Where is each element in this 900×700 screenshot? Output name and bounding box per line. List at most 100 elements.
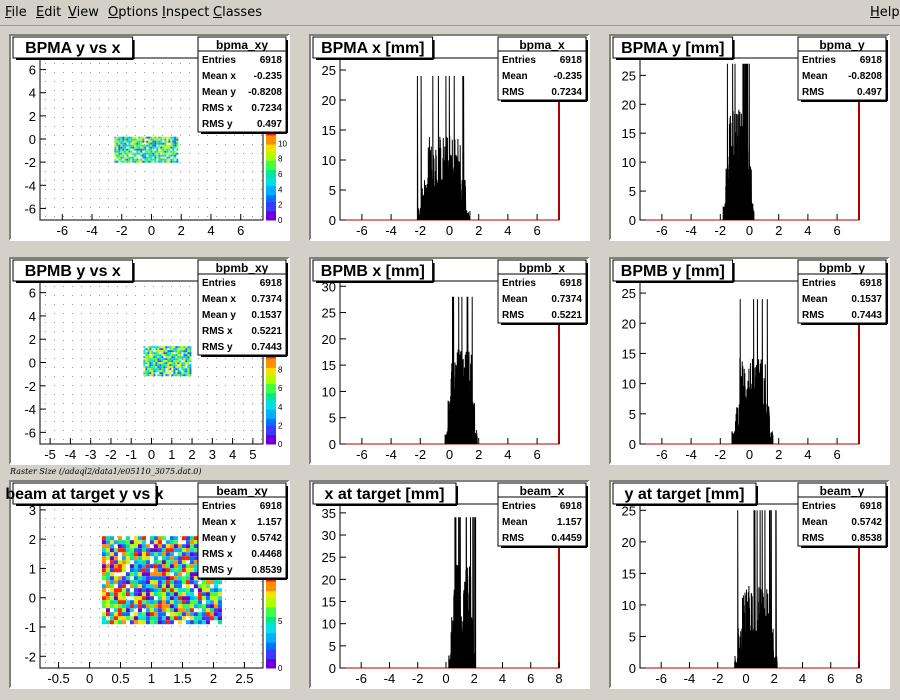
scatter-cell [161, 368, 164, 371]
scatter-cell [145, 372, 148, 375]
scatter-cell [129, 620, 134, 625]
x-tick-label: 4 [504, 223, 511, 238]
scatter-cell [109, 572, 114, 577]
scatter-cell [132, 148, 135, 151]
menu-inspect[interactable]: Inspect [162, 5, 210, 20]
scatter-cell [197, 592, 202, 597]
scatter-cell [140, 146, 143, 149]
scatter-cell [181, 612, 186, 617]
scatter-cell [213, 580, 218, 585]
scatter-cell [165, 584, 170, 589]
scatter-cell [150, 140, 153, 143]
scatter-cell [173, 370, 176, 373]
scatter-cell [105, 536, 110, 541]
scatter-cell [193, 616, 198, 621]
scatter-cell [113, 604, 118, 609]
y-tick-label: 1 [29, 561, 36, 576]
scatter-cell [132, 158, 135, 161]
scatter-cell [170, 142, 173, 145]
scatter-cell [150, 156, 153, 159]
scatter-cell [140, 154, 143, 157]
scatter-cell [157, 588, 162, 593]
scatter-cell [101, 612, 106, 617]
menu-view[interactable]: View [68, 5, 99, 20]
menu-options[interactable]: Options [108, 5, 159, 20]
scatter-cell [189, 572, 194, 577]
y-tick-label: 15 [622, 126, 636, 141]
scatter-cell [133, 600, 138, 605]
scatter-cell [185, 552, 190, 557]
scatter-cell [121, 612, 126, 617]
scatter-cell [149, 608, 154, 613]
scatter-cell [152, 150, 155, 153]
y-tick-label: -2 [24, 649, 36, 664]
stats-label: Mean y [202, 533, 236, 544]
x-tick-label: 5 [249, 447, 256, 462]
scatter-cell [157, 568, 162, 573]
scatter-cell [149, 616, 154, 621]
scatter-cell [153, 604, 158, 609]
scatter-cell [165, 576, 170, 581]
scatter-cell [118, 136, 121, 139]
scatter-cell [149, 368, 152, 371]
stats-value: 0.7234 [251, 103, 282, 114]
scatter-cell [117, 608, 122, 613]
scatter-cell [157, 346, 160, 349]
scatter-cell [136, 152, 139, 155]
scatter-cell [181, 600, 186, 605]
stats-label: Mean y [202, 87, 236, 98]
scatter-cell [116, 144, 119, 147]
scatter-cell [101, 600, 106, 605]
scatter-cell [181, 616, 186, 621]
scatter-cell [149, 360, 152, 363]
scatter-cell [153, 540, 158, 545]
y-tick-label: 15 [322, 123, 336, 138]
stats-label: RMS y [202, 119, 233, 130]
scatter-cell [125, 616, 130, 621]
scatter-cell [113, 540, 118, 545]
x-tick-label: 2 [475, 223, 482, 238]
menu-file[interactable]: File [5, 5, 27, 20]
scatter-cell [143, 346, 146, 349]
scatter-cell [126, 156, 129, 159]
scatter-cell [143, 372, 146, 375]
scatter-cell [145, 370, 148, 373]
scatter-cell [163, 364, 166, 367]
scatter-cell [145, 556, 150, 561]
scatter-cell [169, 596, 174, 601]
y-tick-label: 5 [329, 183, 336, 198]
menu-edit[interactable]: Edit [36, 5, 62, 20]
y-tick-label: 0 [629, 213, 636, 228]
scatter-cell [153, 368, 156, 371]
color-scale-segment [266, 155, 276, 159]
scatter-cell [109, 564, 114, 569]
scatter-cell [189, 556, 194, 561]
pad-bevel-light [310, 258, 590, 465]
scatter-cell [155, 358, 158, 361]
scatter-cell [173, 576, 178, 581]
scatter-cell [114, 160, 117, 163]
scatter-cell [109, 600, 114, 605]
scatter-cell [120, 150, 123, 153]
stats-value: 0.7374 [251, 294, 282, 305]
scatter-cell [101, 560, 106, 565]
scatter-cell [117, 560, 122, 565]
scatter-cell [157, 584, 162, 589]
scatter-cell [145, 368, 148, 371]
menu-help[interactable]: Help [870, 5, 900, 20]
scatter-cell [134, 136, 137, 139]
scatter-cell [140, 142, 143, 145]
menu-classes[interactable]: Classes [213, 5, 262, 20]
x-tick-label: -4 [684, 671, 696, 686]
